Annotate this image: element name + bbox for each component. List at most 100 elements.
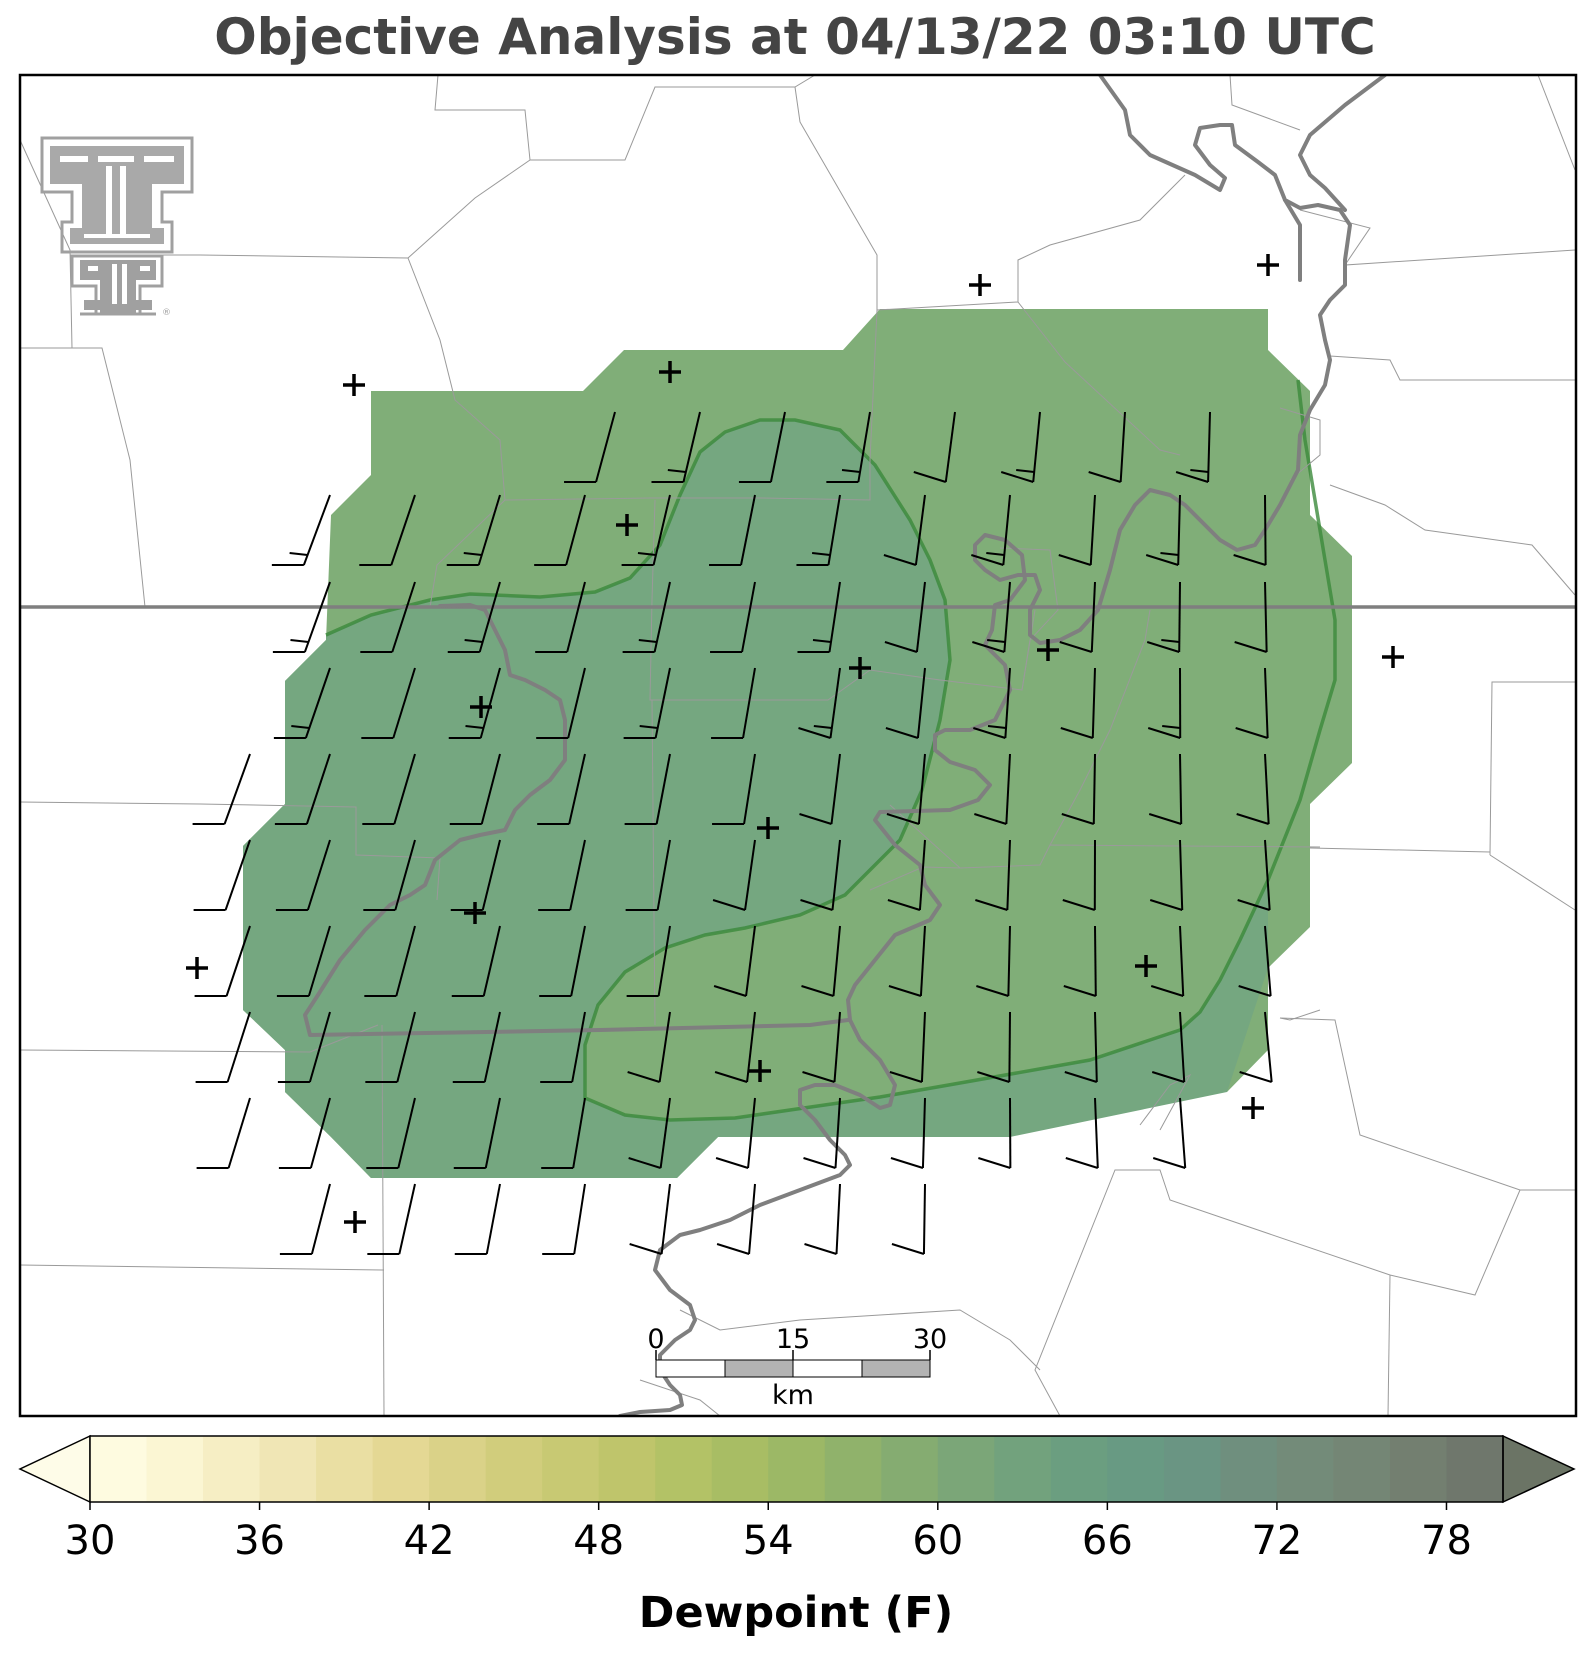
wind-barb-icon: [1146, 581, 1181, 653]
map-title: Objective Analysis at 04/13/22 03:10 UTC: [214, 8, 1376, 66]
state-borders: [20, 75, 1576, 1416]
plus-icon: [757, 817, 779, 839]
wind-barb-icon: [972, 581, 1011, 653]
wind-barb-icon: [885, 667, 926, 739]
colorbar-tick-label: 78: [1421, 1518, 1472, 1564]
wind-barb-icon: [796, 494, 841, 566]
colorbar-swatch: [1050, 1436, 1108, 1502]
wind-barb-icon: [195, 1011, 251, 1083]
wind-barb-icon: [913, 411, 956, 483]
wind-barb-icon: [624, 753, 671, 825]
wind-barb-icon: [539, 925, 586, 997]
wind-barb-icon: [450, 839, 501, 911]
wind-barb-icon: [1058, 494, 1096, 566]
plus-icon: [749, 1060, 771, 1082]
wind-barb-icon: [1088, 411, 1126, 483]
colorbar-swatch: [1446, 1436, 1504, 1502]
wind-barb-icon: [279, 1183, 331, 1255]
wind-barb-icon: [803, 1097, 841, 1169]
wind-barb-icon: [629, 1183, 671, 1255]
wind-barb-icon: [626, 925, 671, 997]
colorbar-tick-label: 54: [743, 1518, 794, 1564]
wind-barb-icon: [712, 839, 756, 911]
wind-barb-icon: [1238, 925, 1272, 997]
colorbar-swatch: [1276, 1436, 1335, 1502]
wind-barb-icon: [798, 667, 841, 739]
wind-barb-icon: [278, 1097, 331, 1169]
wind-barb-icon: [1060, 667, 1096, 739]
registered-mark: ®: [162, 308, 171, 318]
wind-barb-icon: [275, 839, 331, 911]
wind-barb-icon: [1239, 1011, 1273, 1083]
map-panel: [20, 75, 1576, 1416]
colorbar-tick-label: 48: [573, 1518, 624, 1564]
wind-barb-icon: [366, 1097, 416, 1169]
wind-barb-icon: [1151, 1011, 1186, 1083]
wind-barb-icon: [194, 925, 251, 997]
wind-barb-icon: [973, 667, 1011, 739]
wind-barb-icon: [1147, 667, 1182, 739]
wind-barb-icon: [1235, 667, 1269, 739]
colorbar-tick-label: 30: [65, 1518, 116, 1564]
wind-barb-icon: [1149, 839, 1184, 911]
wind-barb-icon: [452, 1011, 501, 1083]
wind-barb-icon: [367, 1183, 416, 1255]
wind-barb-icon: [623, 667, 671, 739]
wind-barb-icon: [274, 753, 331, 825]
colorbar-swatch: [1107, 1436, 1165, 1502]
wind-barb-icon: [1175, 411, 1211, 483]
wind-barb-icon: [272, 581, 331, 653]
colorbar-label: Dewpoint (F): [639, 1588, 953, 1638]
dewpoint-contour: [325, 379, 1337, 1122]
colorbar-swatch: [372, 1436, 430, 1502]
wind-barb-icon: [447, 581, 501, 653]
wind-barb-icon: [363, 839, 416, 911]
wind-barb-icon: [1059, 581, 1096, 653]
wind-barb-icon: [276, 925, 331, 997]
wind-barb-icon: [360, 581, 416, 653]
wind-barb-icon: [542, 1183, 586, 1255]
wind-barb-icon: [1150, 925, 1185, 997]
wind-barb-icon: [977, 1011, 1011, 1083]
wind-barb-icon: [192, 753, 251, 825]
plus-icon: [1242, 1097, 1264, 1119]
wind-barb-icon: [535, 581, 586, 653]
colorbar-swatch: [146, 1436, 204, 1502]
wind-barb-icon: [801, 925, 841, 997]
plus-icon: [470, 696, 492, 718]
wind-barb-icon: [622, 581, 671, 653]
wind-barb-icon: [738, 411, 786, 483]
wind-barb-icon: [714, 1011, 756, 1083]
plus-icon: [659, 361, 681, 383]
plus-icon: [1135, 955, 1157, 977]
wind-barb-icon: [540, 1011, 586, 1083]
wind-barb-icon: [621, 494, 671, 566]
wind-barb-icon: [1064, 1011, 1098, 1083]
wind-barb-icon: [886, 753, 926, 825]
wind-barb-icon: [974, 753, 1011, 825]
dewpoint-colorbar: 30 36 42 48 54 60 66 72 78 Dewpoint (F): [18, 1434, 1576, 1638]
wind-barb-icon: [627, 1011, 671, 1083]
colorbar-swatch: [1389, 1436, 1448, 1502]
colorbar-tick-label: 42: [404, 1518, 455, 1564]
colorbar-tick-label: 72: [1251, 1518, 1302, 1564]
colorbar-over-extend: [1502, 1434, 1576, 1504]
wind-barb-icon: [564, 411, 616, 483]
wind-barb-icon: [361, 667, 416, 739]
wind-barb-icon: [448, 667, 501, 739]
colorbar-under-extend: [18, 1434, 91, 1504]
plus-icon: [186, 957, 208, 979]
wind-barb-icon: [1152, 1097, 1187, 1169]
wind-barb-icon: [1063, 925, 1097, 997]
wind-barb-icon: [1233, 494, 1267, 566]
wind-barb-icon: [976, 925, 1011, 997]
wind-barb-icon: [890, 1097, 926, 1169]
wind-barb-icon: [709, 494, 756, 566]
wind-barb-icon: [1061, 753, 1096, 825]
colorbar-swatch: [768, 1436, 826, 1502]
colorbar-swatch: [1333, 1436, 1391, 1502]
plus-icon: [464, 902, 486, 924]
wind-barb-icon: [536, 667, 586, 739]
colorbar-swatch: [881, 1436, 939, 1502]
